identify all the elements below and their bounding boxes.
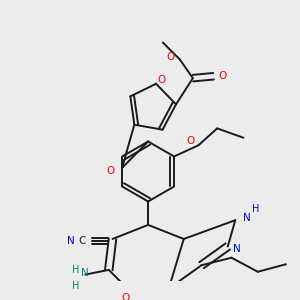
- Text: O: O: [166, 52, 175, 61]
- Text: N: N: [243, 213, 250, 224]
- Text: O: O: [158, 75, 166, 85]
- Text: O: O: [219, 71, 227, 81]
- Text: H: H: [252, 204, 260, 214]
- Text: O: O: [187, 136, 195, 146]
- Text: C: C: [79, 236, 86, 246]
- Text: H: H: [72, 265, 80, 275]
- Text: H: H: [72, 281, 80, 291]
- Text: O: O: [107, 166, 115, 176]
- Text: N: N: [68, 236, 75, 246]
- Text: N: N: [80, 268, 88, 278]
- Text: N: N: [233, 244, 241, 254]
- Text: O: O: [122, 293, 130, 300]
